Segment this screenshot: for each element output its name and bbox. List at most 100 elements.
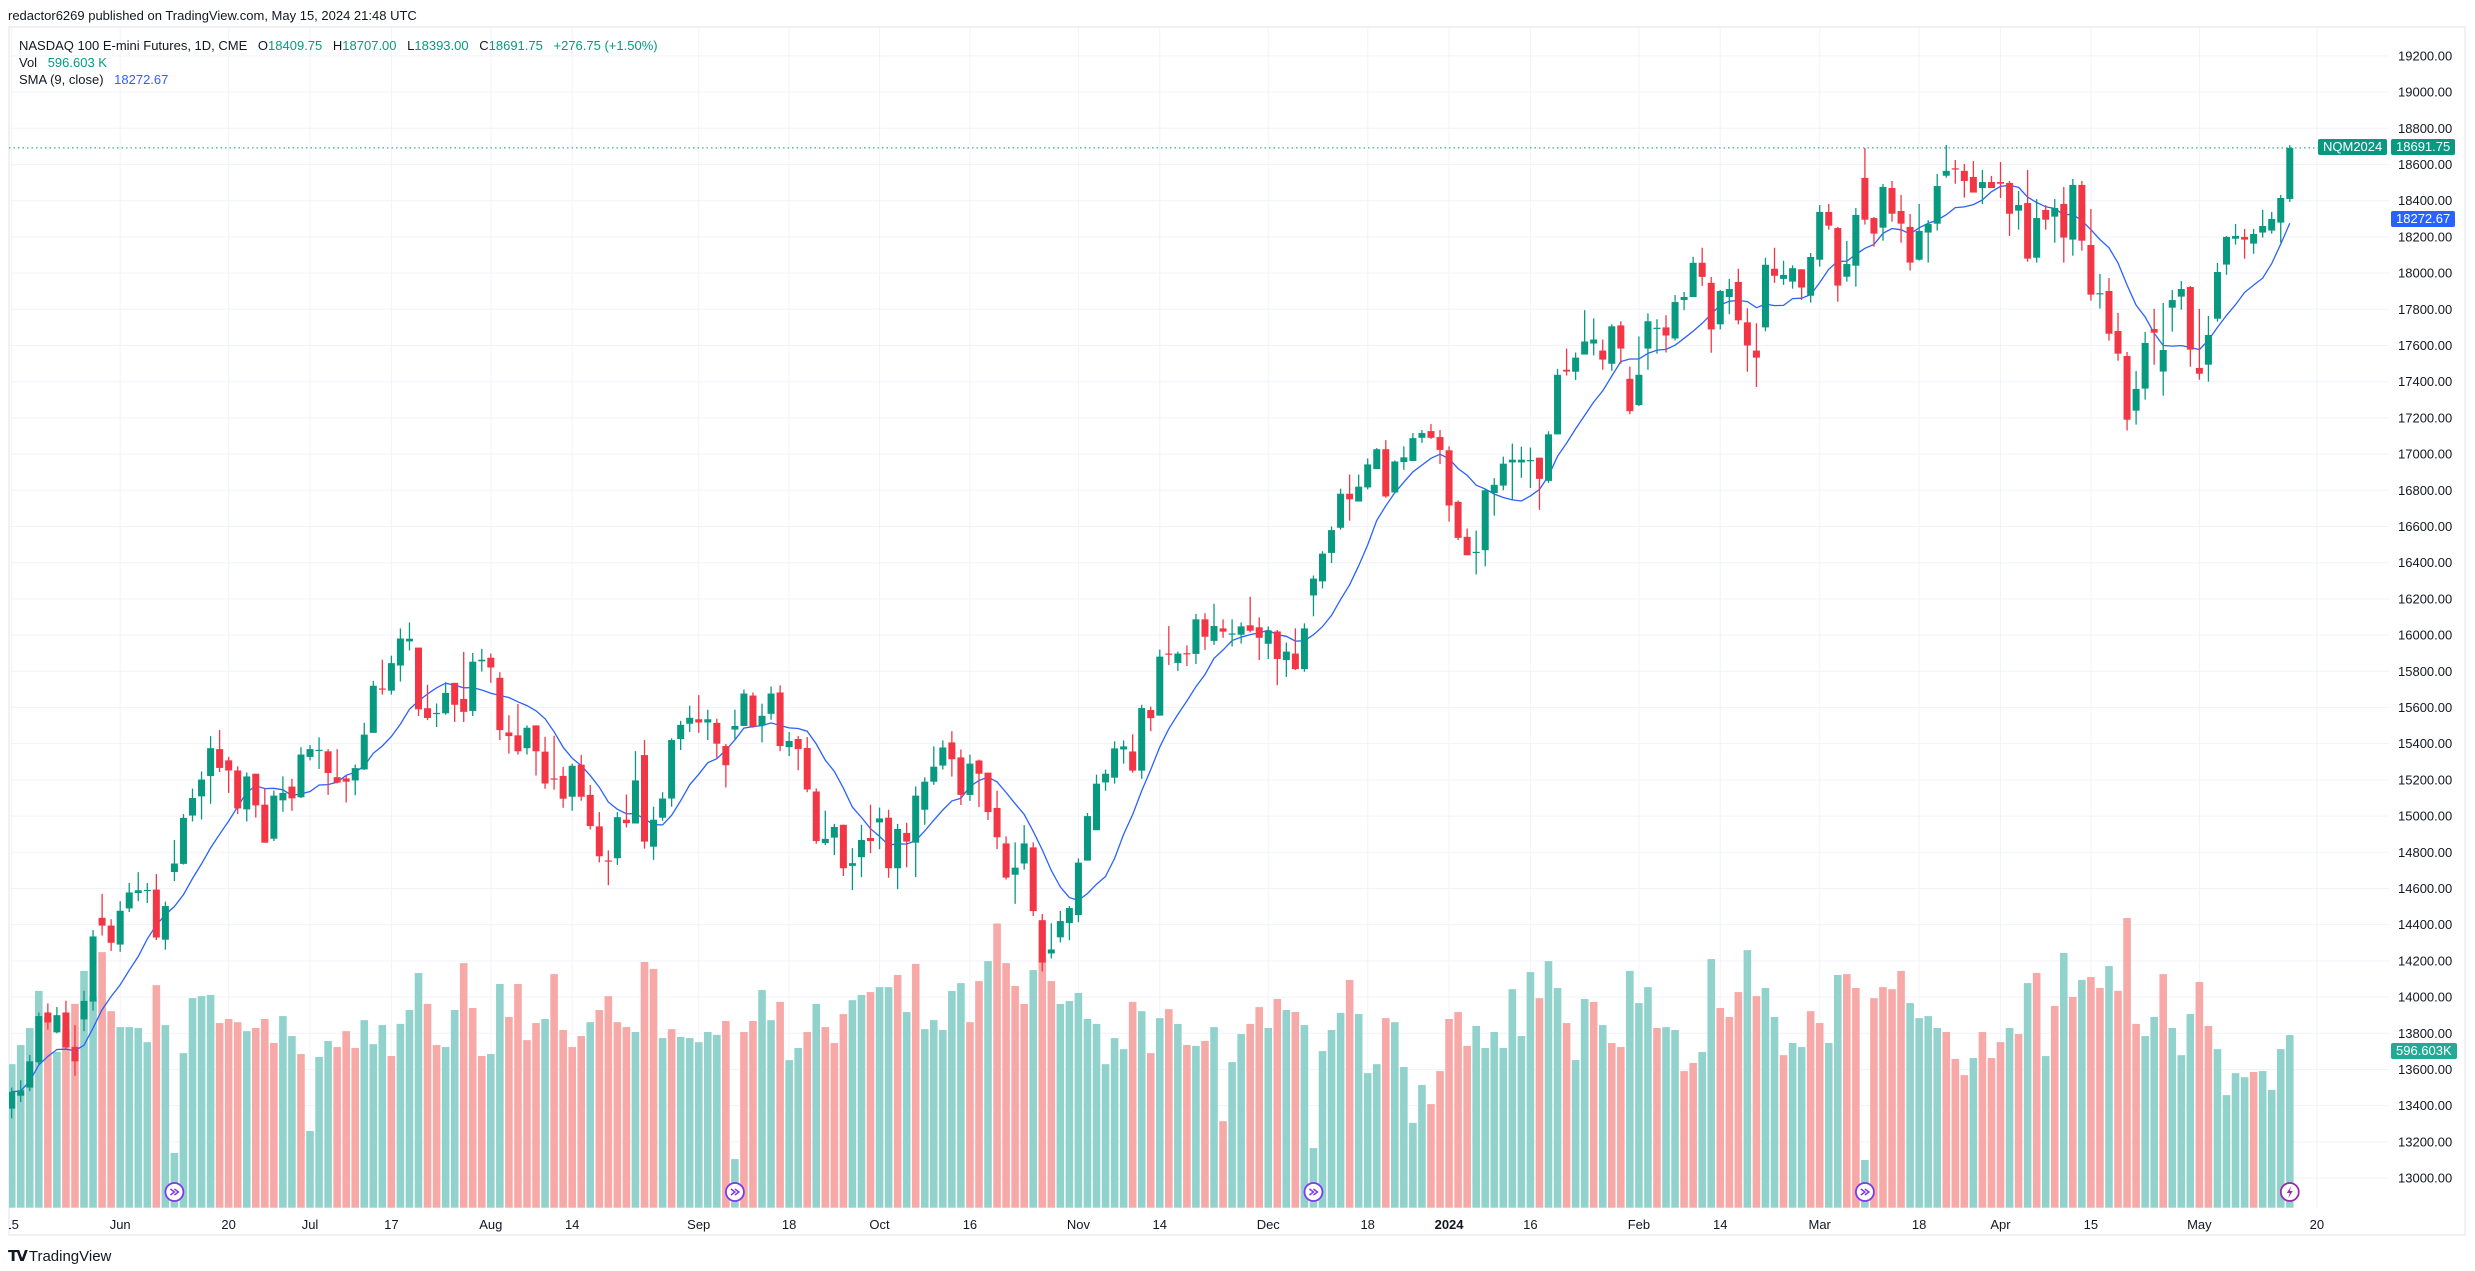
candle-up xyxy=(1364,464,1372,488)
legend-ohlc-row: NASDAQ 100 E-mini Futures, 1D, CME O1840… xyxy=(19,37,658,54)
volume-bar xyxy=(333,1047,341,1208)
legend-volume-row[interactable]: Vol 596.603 K xyxy=(19,54,658,71)
candle-down xyxy=(885,817,893,869)
volume-bar xyxy=(324,1040,332,1208)
price-axis[interactable]: 19200.00 19000.00 18800.00 18600.00 18400.00… xyxy=(2398,48,2452,1221)
volume-bar xyxy=(1680,1071,1688,1208)
volume-bar xyxy=(2114,990,2122,1208)
volume-bar xyxy=(1354,1014,1363,1208)
candle-up xyxy=(134,890,142,894)
event-markers[interactable] xyxy=(164,1182,2300,1202)
volume-bar xyxy=(405,1010,414,1208)
volume-bar xyxy=(1671,1029,1679,1208)
candle-down xyxy=(1246,625,1254,631)
time-tick-label: Nov xyxy=(1067,1217,1091,1232)
volume-bar xyxy=(1472,1025,1480,1208)
candle-up xyxy=(2096,293,2104,295)
candle-up xyxy=(568,765,576,797)
candle-up xyxy=(1680,296,1688,301)
volume-bar xyxy=(1409,1122,1417,1208)
volume-bar xyxy=(1689,1062,1697,1208)
candle-up xyxy=(1282,651,1290,661)
candle-up xyxy=(315,749,323,752)
time-axis[interactable]: 15 Jun 20 Jul 17 Aug 14 Sep 18 Oct 16 Nov 14 Dec 18 202… xyxy=(4,1217,2324,1232)
time-tick-label: 14 xyxy=(565,1217,579,1232)
candle-up xyxy=(523,727,531,749)
volume-bar xyxy=(848,1000,857,1208)
candle-up xyxy=(1472,551,1480,554)
candle-down xyxy=(451,682,459,705)
volume-bar xyxy=(568,1047,576,1208)
volume-bar xyxy=(1635,1003,1643,1208)
candle-up xyxy=(966,763,974,795)
time-tick-label: Sep xyxy=(687,1217,710,1232)
price-tick-label: 16200.00 xyxy=(2398,591,2452,606)
candle-down xyxy=(1255,627,1263,638)
volume-bar xyxy=(2096,988,2104,1208)
volume-bar xyxy=(1870,998,1878,1208)
price-tick-label: 18400.00 xyxy=(2398,193,2452,208)
volume-bar xyxy=(1924,1016,1932,1208)
candle-up xyxy=(668,740,676,799)
volume-bar xyxy=(2141,1036,2149,1208)
volume-bar xyxy=(1743,950,1752,1208)
candle-up xyxy=(1373,449,1381,470)
price-tick-label: 13400.00 xyxy=(2398,1098,2452,1113)
volume-bar xyxy=(1553,988,1562,1208)
volume-bar xyxy=(685,1038,694,1208)
candle-up xyxy=(2223,236,2230,265)
volume-bar xyxy=(1309,1148,1318,1208)
candle-up xyxy=(170,863,178,873)
price-tick-label: 15600.00 xyxy=(2398,700,2452,715)
volume-bar xyxy=(1779,1055,1788,1208)
volume-bar xyxy=(1852,988,1860,1208)
candle-down xyxy=(713,722,721,744)
volume-bar xyxy=(577,1036,586,1208)
volume-bar xyxy=(2150,1016,2158,1208)
volume-bar xyxy=(1734,992,1743,1208)
rollover-glyph xyxy=(730,1188,741,1196)
candle-up xyxy=(2232,235,2240,239)
chart-legend: NASDAQ 100 E-mini Futures, 1D, CME O1840… xyxy=(19,37,658,88)
volume-bar xyxy=(1400,1067,1408,1208)
candle-down xyxy=(415,647,422,710)
high-value: 18707.00 xyxy=(342,38,397,53)
volume-bar xyxy=(1607,1043,1616,1208)
candle-down xyxy=(1997,182,2004,184)
price-tick-label: 17600.00 xyxy=(2398,338,2452,353)
volume-bar xyxy=(1092,1023,1101,1208)
price-tick-label: 16400.00 xyxy=(2398,555,2452,570)
candle-up xyxy=(1120,746,1128,750)
candle-up xyxy=(631,780,639,824)
candle-up xyxy=(2286,147,2294,199)
candle-down xyxy=(604,860,612,862)
candle-up xyxy=(433,712,441,715)
volume-bar xyxy=(1897,970,1905,1208)
last-price-badge: 18691.75 xyxy=(2391,138,2456,155)
volume-bar xyxy=(1219,1121,1227,1208)
volume-bar xyxy=(251,1027,260,1208)
candle-up xyxy=(1852,214,1860,266)
symbol-title[interactable]: NASDAQ 100 E-mini Futures, 1D, CME xyxy=(19,38,248,53)
time-tick-label: Jun xyxy=(110,1217,131,1232)
volume-bar xyxy=(1788,1043,1797,1208)
candle-up xyxy=(2177,289,2185,297)
candle-up xyxy=(686,717,694,724)
candle-down xyxy=(1346,493,1354,500)
candle-up xyxy=(894,828,902,869)
candle-down xyxy=(559,775,567,799)
volume-bar xyxy=(378,1025,387,1208)
candle-down xyxy=(595,826,603,857)
volume-bar xyxy=(1562,1023,1571,1208)
tradingview-footer[interactable]: TV TradingView xyxy=(8,1247,111,1265)
candle-down xyxy=(1129,751,1137,771)
legend-sma-row[interactable]: SMA (9, close) 18272.67 xyxy=(19,71,658,88)
volume-bar xyxy=(586,1022,595,1208)
candle-up xyxy=(9,1091,16,1109)
volume-bar xyxy=(450,1010,459,1208)
volume-bar xyxy=(1445,1018,1453,1208)
candle-down xyxy=(1147,710,1155,719)
candle-down xyxy=(424,708,432,718)
change-value: +276.75 (+1.50%) xyxy=(553,38,658,53)
